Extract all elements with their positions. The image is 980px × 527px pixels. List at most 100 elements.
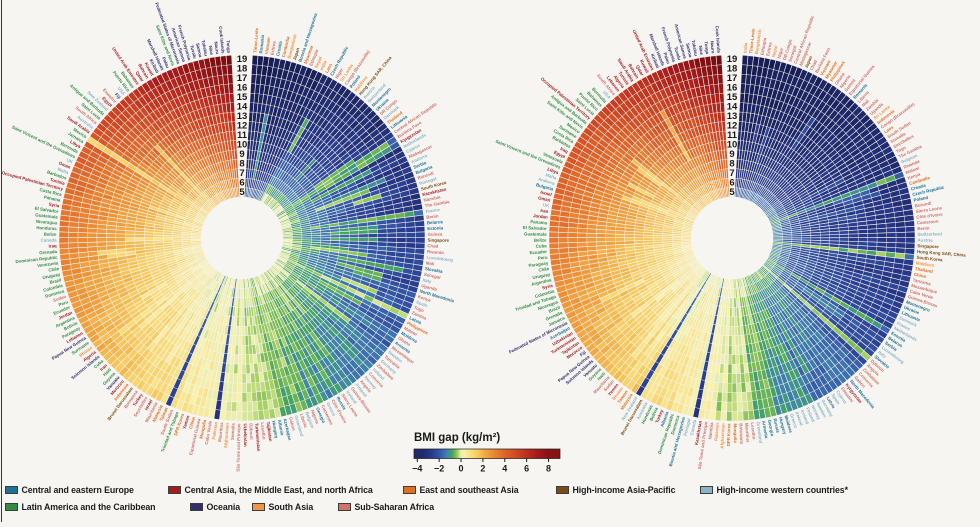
- heatmap-cell: [770, 119, 777, 129]
- heatmap-cell: [394, 261, 404, 268]
- heatmap-cell: [353, 313, 363, 322]
- heatmap-cell: [164, 385, 173, 396]
- country-label: Bangladesh: [286, 34, 297, 60]
- heatmap-cell: [310, 223, 320, 227]
- heatmap-cell: [159, 266, 169, 272]
- heatmap-cell: [139, 146, 149, 156]
- heatmap-cell: [177, 278, 187, 286]
- country-label: Albania: [277, 419, 285, 436]
- country-sector: [171, 67, 227, 200]
- heatmap-cell: [170, 283, 179, 291]
- heatmap-cell: [251, 169, 255, 179]
- country-sector: [103, 114, 212, 211]
- heatmap-cell: [108, 261, 119, 267]
- heatmap-cell: [139, 320, 149, 329]
- heatmap-cell: [741, 65, 747, 75]
- heatmap-cell: [292, 242, 302, 245]
- heatmap-cell: [132, 326, 142, 336]
- heatmap-cell: [301, 229, 311, 232]
- heatmap-cell: [273, 116, 280, 127]
- heatmap-cell: [355, 263, 366, 269]
- heatmap-cell: [205, 299, 211, 309]
- country-sector: [263, 82, 343, 204]
- heatmap-cell: [224, 286, 228, 296]
- heatmap-cell: [362, 331, 373, 341]
- heatmap-cell: [113, 148, 124, 158]
- heatmap-cell: [227, 112, 232, 122]
- heatmap-cell: [231, 402, 237, 412]
- heatmap-cell: [114, 335, 125, 345]
- heatmap-cell: [406, 237, 416, 243]
- heatmap-cell: [186, 123, 194, 133]
- heatmap-cell: [157, 324, 166, 334]
- heatmap-cell: [173, 357, 182, 368]
- heatmap-cell: [246, 150, 250, 160]
- heatmap-cell: [221, 401, 227, 411]
- heatmap-cell: [263, 313, 269, 323]
- country-label: Laos: [324, 62, 333, 74]
- heatmap-cell: [276, 274, 284, 282]
- heatmap-cell: [200, 297, 207, 306]
- heatmap-cell: [252, 277, 256, 287]
- heatmap-cell: [163, 238, 173, 240]
- heatmap-cell: [169, 366, 177, 376]
- country-sector: [83, 258, 207, 334]
- heatmap-cell: [260, 274, 266, 283]
- heatmap-cell: [766, 107, 773, 118]
- heatmap-cell: [377, 224, 387, 229]
- heatmap-cell: [77, 180, 88, 188]
- heatmap-cell: [221, 295, 226, 305]
- heatmap-cell: [349, 280, 360, 287]
- heatmap-cell: [144, 229, 154, 232]
- country-label: Cambodia: [281, 35, 291, 57]
- heatmap-cell: [157, 129, 166, 139]
- heatmap-cell: [157, 142, 166, 152]
- heatmap-cell: [277, 195, 285, 203]
- heatmap-cell: [195, 140, 202, 150]
- heatmap-cell: [405, 248, 415, 254]
- heatmap-cell: [282, 99, 290, 110]
- heatmap-cell: [128, 116, 138, 127]
- heatmap-cell: [740, 159, 744, 170]
- heatmap-cell: [192, 230, 202, 233]
- heatmap-cell: [746, 170, 751, 180]
- heatmap-cell: [306, 89, 315, 99]
- heatmap-cell: [168, 263, 178, 269]
- country-sector: [128, 91, 218, 206]
- heatmap-cell: [288, 213, 297, 218]
- heatmap-cell: [192, 227, 202, 231]
- heatmap-cell: [129, 178, 139, 186]
- heatmap-cell: [174, 347, 182, 358]
- country-sector: [71, 253, 204, 309]
- heatmap-cell: [221, 122, 226, 133]
- heatmap-cell: [346, 130, 356, 140]
- heatmap-cell: [159, 117, 168, 127]
- heatmap-cell: [107, 110, 118, 121]
- heatmap-cell: [281, 347, 288, 357]
- heatmap-cell: [320, 380, 329, 391]
- heatmap-cell: [154, 191, 164, 198]
- heatmap-cell: [144, 243, 154, 247]
- heatmap-cell: [395, 257, 405, 263]
- country-label: Chile: [48, 266, 60, 273]
- heatmap-cell: [165, 277, 175, 284]
- heatmap-cell: [193, 152, 201, 161]
- heatmap-cell: [155, 255, 166, 259]
- heatmap-cell: [116, 234, 126, 238]
- heatmap-cell: [229, 150, 233, 160]
- country-sector: [268, 269, 361, 381]
- heatmap-cell: [749, 132, 755, 143]
- heatmap-cell: [184, 252, 194, 256]
- heatmap-cell: [69, 221, 79, 228]
- heatmap-cell: [801, 230, 811, 234]
- heatmap-cell: [789, 65, 797, 76]
- heatmap-cell: [236, 187, 239, 198]
- heatmap-cell: [301, 225, 311, 229]
- heatmap-cell: [233, 297, 237, 307]
- heatmap-cell: [229, 335, 233, 345]
- heatmap-cell: [350, 345, 360, 356]
- heatmap-cell: [359, 362, 370, 373]
- heatmap-cell: [396, 237, 406, 243]
- heatmap-cell: [320, 232, 331, 236]
- country-sector: [66, 182, 203, 227]
